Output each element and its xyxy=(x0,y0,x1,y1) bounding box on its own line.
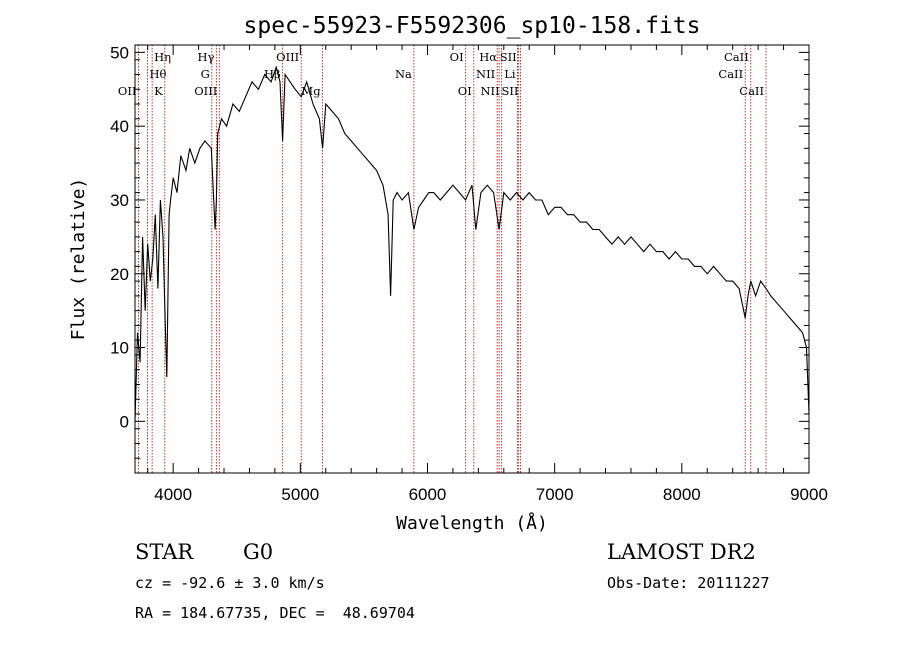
marker-label: SII xyxy=(501,84,518,98)
chart-title: spec-55923-F5592306_sp10-158.fits xyxy=(244,13,701,39)
marker-label: NII xyxy=(480,84,499,98)
marker-label: Hγ xyxy=(197,50,214,64)
y-tick-label: 0 xyxy=(120,412,129,431)
marker-label: Hα xyxy=(479,50,497,64)
marker-label: OI xyxy=(450,50,464,64)
plot-frame xyxy=(134,44,810,474)
marker-label: CaII xyxy=(718,67,743,81)
y-tick-label: 50 xyxy=(110,43,129,62)
marker-label: OII xyxy=(118,84,137,98)
x-tick-label: 8000 xyxy=(663,485,701,504)
marker-label: CaII xyxy=(724,50,749,64)
redshift-velocity: cz = -92.6 ± 3.0 km/s xyxy=(135,574,325,592)
marker-label: NII xyxy=(476,67,495,81)
y-axis-label: Flux (relative) xyxy=(68,178,89,341)
y-tick-label: 20 xyxy=(110,265,129,284)
observation-date: Obs-Date: 20111227 xyxy=(607,574,770,592)
object-class: STAR xyxy=(135,540,194,564)
marker-label: OIII xyxy=(194,84,217,98)
marker-label: G xyxy=(201,67,210,81)
marker-label: CaII xyxy=(739,84,764,98)
y-tick-label: 40 xyxy=(110,117,129,136)
object-subclass: G0 xyxy=(243,540,274,564)
y-tick-label: 10 xyxy=(110,339,129,358)
y-tick-label: 30 xyxy=(110,191,129,210)
marker-label: SII xyxy=(500,50,517,64)
x-tick-label: 5000 xyxy=(281,485,319,504)
x-tick-label: 9000 xyxy=(790,485,828,504)
marker-label: Li xyxy=(504,67,516,81)
survey-name: LAMOST DR2 xyxy=(607,540,756,564)
x-tick-label: 6000 xyxy=(409,485,447,504)
axis-ticks: 4000 5000 6000 7000 8000 9000 0 10 20 30 40 50 xyxy=(110,43,828,504)
x-tick-label: 4000 xyxy=(154,485,192,504)
marker-label: OI xyxy=(458,84,472,98)
marker-label: Hθ xyxy=(149,67,166,81)
marker-label: Mg xyxy=(301,84,321,98)
marker-label: OIII xyxy=(276,50,299,64)
coordinates: RA = 184.67735, DEC = 48.69704 xyxy=(135,604,415,622)
spectrum-series-line xyxy=(134,65,810,422)
marker-label: K xyxy=(154,84,163,98)
marker-label: Na xyxy=(395,67,412,81)
x-axis-label: Wavelength (Å) xyxy=(396,512,548,534)
marker-label: Hη xyxy=(154,50,171,64)
x-tick-label: 7000 xyxy=(536,485,574,504)
